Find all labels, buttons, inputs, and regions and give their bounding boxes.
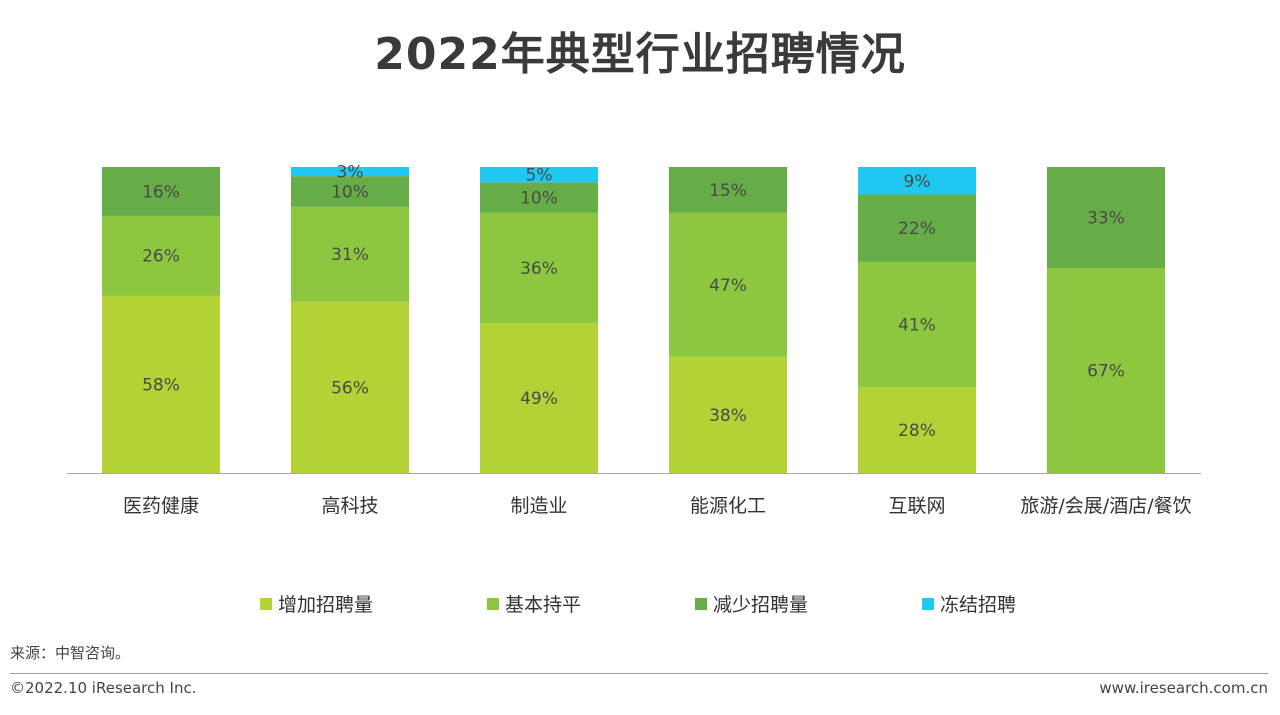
data-label: 16% (142, 182, 180, 202)
data-label: 49% (520, 389, 558, 409)
legend-swatch (487, 597, 499, 610)
bar-segment (858, 167, 976, 195)
source-note: 来源：中智咨询。 (10, 644, 131, 662)
data-label: 10% (331, 182, 369, 202)
stacked-bar-chart: 58%26%16%医药健康56%31%10%3%高科技49%36%10%5%制造… (67, 163, 1201, 517)
data-label: 33% (1087, 208, 1125, 228)
category-label: 医药健康 (123, 495, 199, 517)
bar-segment (669, 356, 787, 473)
legend-label: 冻结招聘 (940, 594, 1017, 616)
legend-item: 增加招聘量 (260, 590, 373, 617)
data-label: 9% (904, 172, 931, 192)
bar-segment (102, 295, 220, 473)
legend-item: 冻结招聘 (922, 590, 1016, 617)
data-label: 58% (142, 375, 180, 395)
category-label: 高科技 (321, 495, 378, 517)
legend-swatch (922, 597, 934, 610)
data-label: 67% (1087, 361, 1125, 381)
category-label: 旅游/会展/酒店/餐饮 (1020, 495, 1191, 517)
data-label: 36% (520, 259, 558, 279)
data-label: 28% (898, 421, 936, 441)
data-label: 3% (337, 163, 364, 183)
data-label: 47% (709, 276, 747, 296)
bar-segment (669, 212, 787, 357)
data-label: 41% (898, 316, 936, 336)
bar-segment (291, 176, 409, 207)
chart-title: 2022年典型行业招聘情况 (374, 29, 906, 80)
bar-segment (291, 167, 409, 177)
bar-segment (1047, 267, 1165, 473)
legend-swatch (260, 597, 272, 610)
data-label: 15% (709, 181, 747, 201)
data-label: 22% (898, 219, 936, 239)
website-link[interactable]: www.iresearch.com.cn (1099, 679, 1268, 697)
bar-segment (858, 194, 976, 262)
copyright: ©2022.10 iResearch Inc. (10, 679, 197, 697)
legend-item: 减少招聘量 (695, 590, 808, 617)
legend: 增加招聘量 基本持平 减少招聘量 冻结招聘 (0, 590, 1280, 618)
data-label: 10% (520, 189, 558, 209)
data-label: 5% (526, 166, 553, 186)
bar-segment (102, 215, 220, 296)
category-label: 制造业 (510, 495, 567, 517)
bar-segment (858, 387, 976, 473)
bar-segment (480, 182, 598, 213)
legend-label: 减少招聘量 (713, 594, 809, 616)
legend-label: 增加招聘量 (278, 594, 374, 616)
legend-swatch (695, 597, 707, 610)
bar-segment (858, 261, 976, 388)
bar-segment (291, 301, 409, 473)
data-label: 31% (331, 245, 369, 265)
bar-segment (669, 167, 787, 213)
bar-segment (480, 167, 598, 183)
bar-segment (480, 323, 598, 473)
data-label: 56% (331, 378, 369, 398)
category-label: 能源化工 (690, 495, 766, 517)
bar-segment (102, 167, 220, 216)
legend-label: 基本持平 (505, 594, 582, 616)
legend-item: 基本持平 (487, 590, 581, 617)
bar-segment (1047, 167, 1165, 268)
data-label: 38% (709, 406, 747, 426)
category-label: 互联网 (888, 495, 945, 517)
bar-segment (480, 212, 598, 324)
footer-divider (10, 673, 1268, 674)
bar-segment (291, 206, 409, 302)
data-label: 26% (142, 247, 180, 267)
